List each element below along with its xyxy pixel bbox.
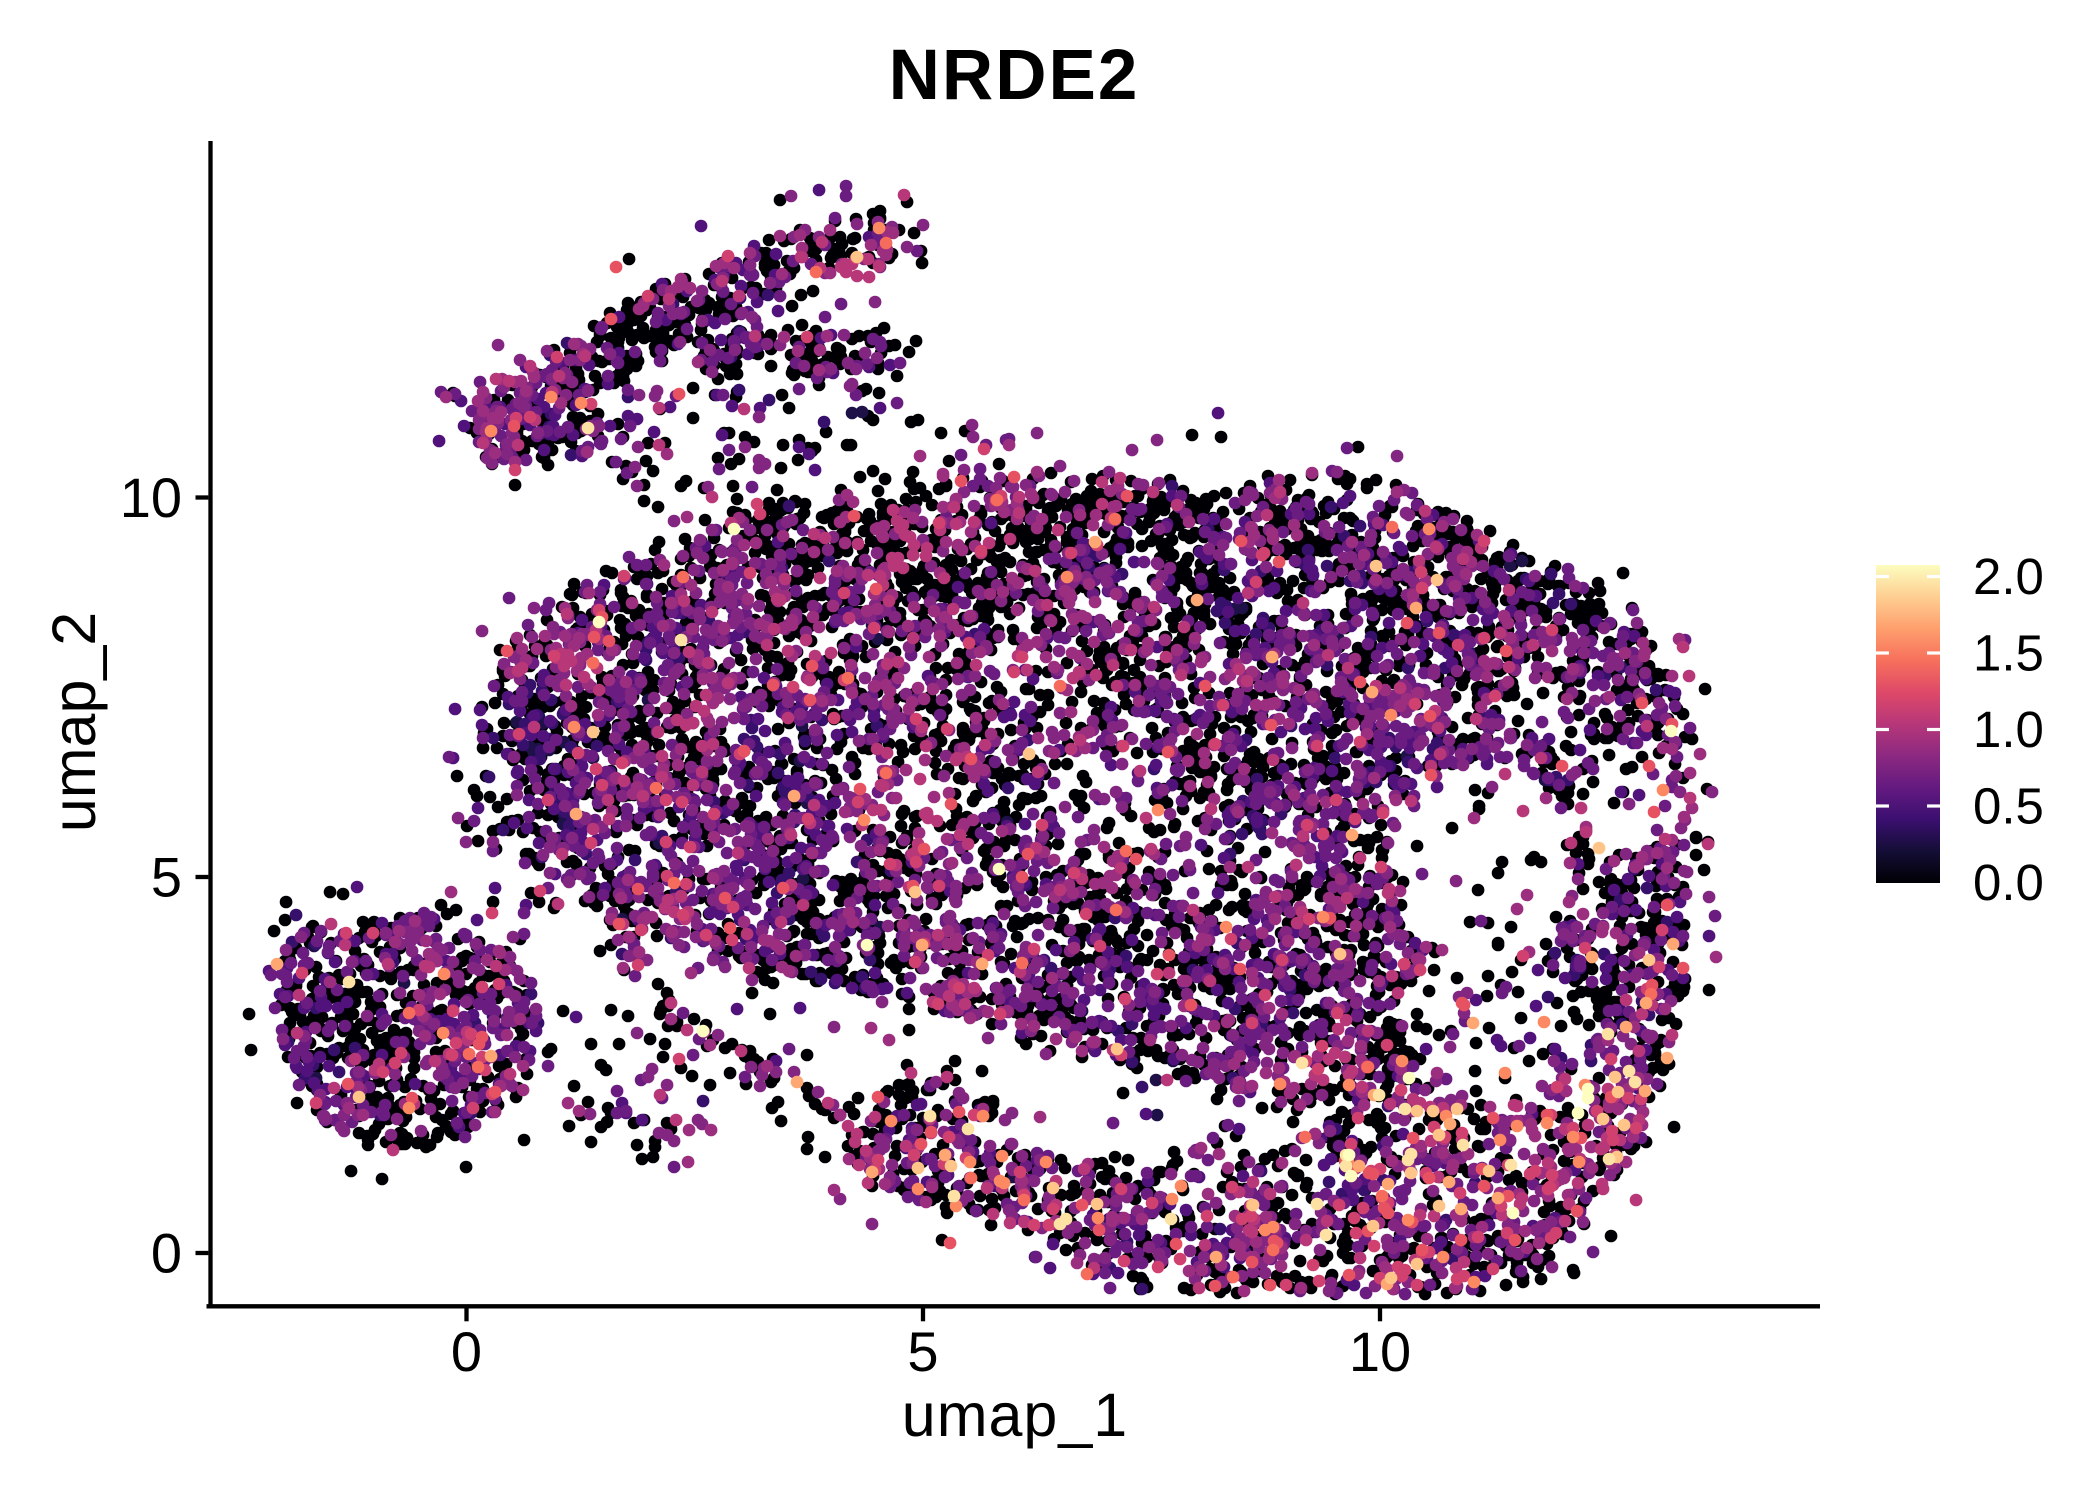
svg-text:0: 0 [451,1320,482,1383]
svg-text:umap_1: umap_1 [902,1381,1128,1449]
svg-text:0.0: 0.0 [1973,854,2044,911]
svg-text:10: 10 [120,466,182,529]
svg-text:umap_2: umap_2 [40,612,108,832]
svg-text:NRDE2: NRDE2 [889,36,1140,115]
svg-text:2.0: 2.0 [1973,548,2044,605]
svg-text:10: 10 [1349,1320,1411,1383]
svg-text:1.5: 1.5 [1973,625,2044,682]
svg-text:1.0: 1.0 [1973,701,2044,758]
svg-text:0.5: 0.5 [1973,778,2044,835]
svg-text:5: 5 [151,846,182,909]
svg-text:0: 0 [151,1222,182,1285]
svg-text:5: 5 [907,1320,938,1383]
